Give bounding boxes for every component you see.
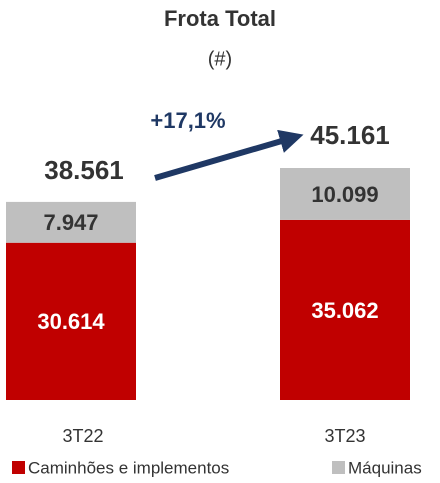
annotation: +17,1%	[150, 108, 225, 133]
legend-label: Máquinas	[348, 458, 422, 477]
legend-swatch	[332, 461, 345, 474]
chart-subtitle: (#)	[208, 48, 232, 70]
x-tick-label: 3T22	[62, 426, 103, 446]
legend-swatch	[12, 461, 25, 474]
bar-segment	[280, 168, 410, 220]
growth-arrow	[154, 129, 304, 181]
x-tick-label: 3T23	[324, 426, 365, 446]
chart-title: Frota Total	[164, 6, 276, 31]
total-label: 45.161	[310, 120, 390, 150]
bar-segment	[280, 219, 410, 400]
bar-segment	[6, 201, 136, 243]
value-label: 10.099	[311, 182, 378, 207]
legend-label: Caminhões e implementos	[28, 458, 229, 477]
value-label: 30.614	[37, 309, 105, 334]
total-label: 38.561	[44, 155, 124, 185]
value-label: 35.062	[311, 298, 378, 323]
bar-segment	[6, 242, 136, 400]
value-label: 7.947	[43, 210, 98, 235]
